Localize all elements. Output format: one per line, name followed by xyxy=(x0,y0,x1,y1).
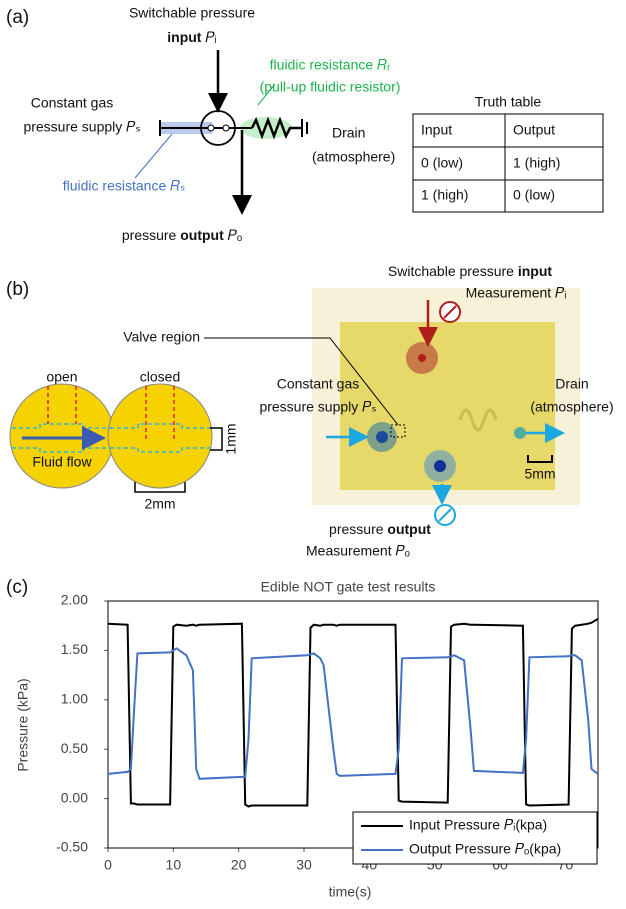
x-tick-label: 30 xyxy=(296,857,312,873)
inset-closed xyxy=(108,384,212,488)
table-title: Truth table xyxy=(475,94,542,110)
figure: (a) Switchable pressure input 𝑃ᵢ fluidic… xyxy=(0,0,626,909)
table-cell: 1 (high) xyxy=(421,187,468,203)
valve-port xyxy=(208,125,214,131)
input-label: Switchable pressure xyxy=(129,5,255,21)
input-label: Switchable pressure input xyxy=(388,263,552,279)
port-core xyxy=(418,354,426,362)
input-measure: Measurement 𝑃ᵢ xyxy=(466,285,567,301)
x-axis-title: time(s) xyxy=(329,884,372,900)
y-tick-label: 1.00 xyxy=(61,691,88,707)
input-bold: input xyxy=(518,263,553,279)
inset-label: open xyxy=(46,369,77,385)
legend-label: Input Pressure 𝑃ᵢ(kpa) xyxy=(409,817,547,833)
scale-label: 5mm xyxy=(524,466,555,482)
output-symbol: 𝑃ₒ xyxy=(228,227,242,243)
output-pre: pressure xyxy=(329,521,384,537)
y-tick-label: -0.50 xyxy=(56,839,88,855)
drain-label: (atmosphere) xyxy=(312,149,395,165)
rr-label: (pull-up fluidic resistor) xyxy=(260,79,401,95)
legend-label: Output Pressure 𝑃ₒ(kpa) xyxy=(409,841,561,857)
inset-label: closed xyxy=(140,369,180,385)
output-measure: Measurement 𝑃ₒ xyxy=(306,543,410,559)
y-tick-label: 0.50 xyxy=(61,740,88,756)
series-line xyxy=(108,619,598,807)
scale-label: 2mm xyxy=(144,496,175,512)
output-bold: output xyxy=(180,227,224,243)
table-header: Output xyxy=(513,122,555,138)
panel-b: (b) Switchable pressure input Measuremen… xyxy=(6,263,614,559)
supply-label: Constant gas xyxy=(31,95,114,111)
valve-label: Valve region xyxy=(123,329,200,345)
x-tick-label: 10 xyxy=(166,857,182,873)
scale-label: 1mm xyxy=(223,423,239,454)
flow-label: Fluid flow xyxy=(32,454,92,470)
table-cell: 0 (low) xyxy=(421,155,463,171)
output-label: pressure output 𝑃ₒ xyxy=(122,227,242,243)
port-core xyxy=(434,460,446,472)
panel-label: (c) xyxy=(6,577,28,598)
valve-port xyxy=(223,125,229,131)
y-tick-label: 1.50 xyxy=(61,641,88,657)
drain-label: Drain xyxy=(332,125,365,141)
port-core xyxy=(376,431,388,443)
y-tick-label: 0.00 xyxy=(61,789,88,805)
output-label: pressure output xyxy=(329,521,431,537)
panel-label: (a) xyxy=(6,7,29,28)
rr-label: fluidic resistance 𝑅ᵣ xyxy=(270,57,391,73)
output-bold: output xyxy=(387,521,431,537)
x-tick-label: 20 xyxy=(231,857,247,873)
output-pre: pressure xyxy=(122,227,177,243)
panel-label: (b) xyxy=(6,279,29,300)
input-pre: Switchable pressure xyxy=(388,263,514,279)
supply-label: pressure supply 𝑃ₛ xyxy=(23,119,140,135)
panel-a: (a) Switchable pressure input 𝑃ᵢ fluidic… xyxy=(6,5,603,243)
panel-c: (c) Edible NOT gate test results time(s)… xyxy=(6,577,598,900)
table-cell: 1 (high) xyxy=(513,155,560,171)
drain-label: (atmosphere) xyxy=(530,399,613,415)
input-label: input 𝑃ᵢ xyxy=(167,29,217,45)
drain-label: Drain xyxy=(555,376,588,392)
rs-label: fluidic resistance 𝑅ₛ xyxy=(63,178,186,194)
input-bold: input xyxy=(167,29,202,45)
supply-label: Constant gas xyxy=(277,376,360,392)
leader-line xyxy=(135,134,172,178)
x-tick-label: 0 xyxy=(104,857,112,873)
chart-title: Edible NOT gate test results xyxy=(261,579,436,595)
inset-open xyxy=(10,384,114,488)
table-cell: 0 (low) xyxy=(513,187,555,203)
y-tick-label: 2.00 xyxy=(61,592,88,608)
supply-label: pressure supply 𝑃ₛ xyxy=(259,399,376,415)
table-header: Input xyxy=(421,122,452,138)
input-symbol: 𝑃ᵢ xyxy=(205,29,216,45)
y-axis-title: Pressure (kPa) xyxy=(15,678,31,771)
port-drain xyxy=(514,427,526,439)
